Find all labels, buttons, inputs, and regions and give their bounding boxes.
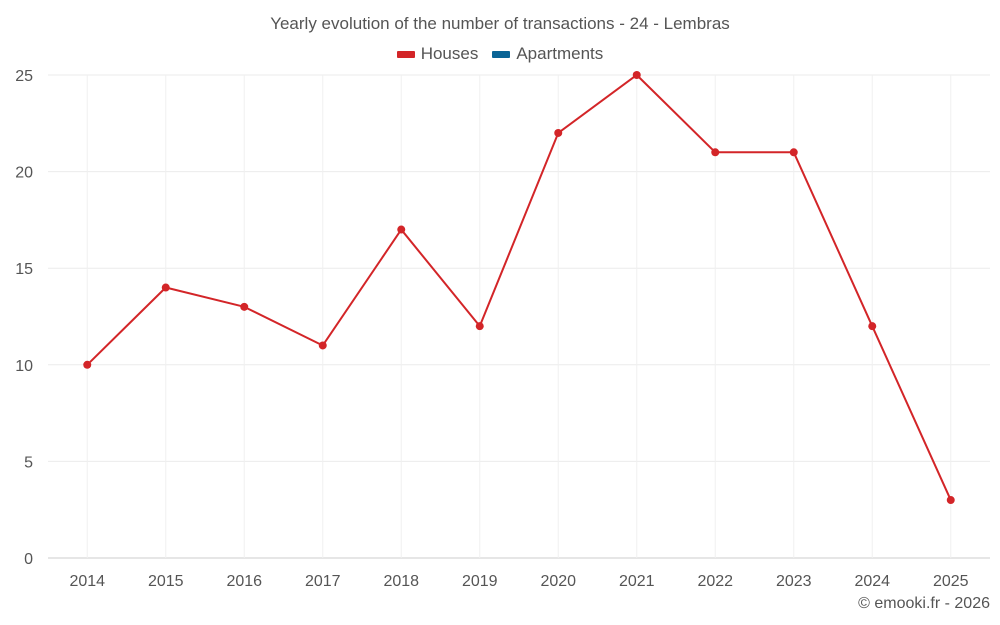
x-tick-label: 2015 (148, 573, 184, 590)
legend-label-apartments: Apartments (516, 44, 604, 63)
x-tick-label: 2019 (462, 573, 498, 590)
x-tick-label: 2024 (854, 573, 890, 590)
series-line-houses (86, 74, 952, 501)
data-point (554, 128, 563, 137)
copyright-credit: © emooki.fr - 2026 (858, 595, 990, 612)
data-point (397, 225, 406, 234)
legend-item-houses[interactable]: Houses (396, 44, 479, 64)
y-tick-label: 0 (24, 551, 33, 568)
x-tick-label: 2022 (697, 573, 733, 590)
data-point (632, 71, 641, 79)
x-tick-label: 2025 (933, 573, 969, 590)
data-point (711, 148, 720, 157)
x-tick-label: 2023 (776, 573, 812, 590)
data-point (318, 341, 327, 350)
legend-swatch-apartments (492, 50, 511, 58)
x-tick-label: 2021 (619, 573, 655, 590)
y-tick-label: 20 (15, 165, 33, 182)
data-point (240, 302, 249, 311)
y-tick-label: 15 (15, 261, 33, 278)
x-tick-label: 2018 (383, 573, 419, 590)
y-tick-label: 25 (15, 68, 33, 85)
legend-label-houses: Houses (420, 44, 479, 63)
x-tick-label: 2017 (305, 573, 341, 590)
y-tick-label: 10 (15, 358, 33, 375)
chart-legend: Houses Apartments (0, 44, 1000, 64)
x-tick-label: 2014 (69, 573, 105, 590)
data-point (868, 322, 877, 331)
y-tick-label: 5 (24, 454, 33, 471)
legend-swatch-houses (396, 50, 415, 58)
chart-title: Yearly evolution of the number of transa… (270, 14, 730, 33)
data-point (789, 148, 798, 157)
legend-item-apartments[interactable]: Apartments (492, 44, 603, 64)
x-tick-label: 2020 (540, 573, 576, 590)
data-point (475, 322, 484, 331)
data-point (946, 496, 955, 505)
data-point (83, 360, 92, 369)
x-tick-label: 2016 (226, 573, 262, 590)
data-point (161, 283, 170, 292)
